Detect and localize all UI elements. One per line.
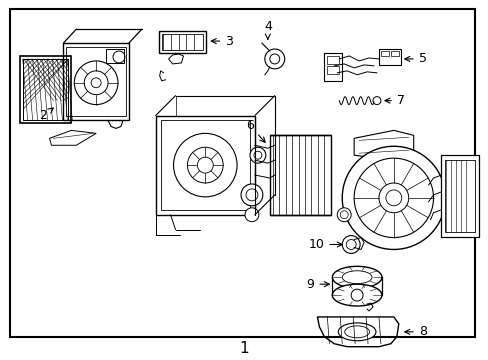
Bar bbox=[106, 49, 123, 63]
Bar bbox=[378, 49, 400, 65]
Bar bbox=[324, 53, 342, 81]
Bar bbox=[445, 160, 474, 231]
Circle shape bbox=[173, 133, 237, 197]
Ellipse shape bbox=[332, 284, 381, 306]
Ellipse shape bbox=[332, 266, 381, 288]
Text: 7: 7 bbox=[384, 94, 404, 107]
Text: 6: 6 bbox=[245, 119, 264, 142]
Ellipse shape bbox=[338, 323, 375, 341]
Text: 2: 2 bbox=[40, 108, 53, 122]
Text: 10: 10 bbox=[308, 238, 342, 251]
Bar bbox=[20, 56, 71, 123]
Circle shape bbox=[342, 235, 359, 253]
Circle shape bbox=[241, 184, 263, 206]
Bar bbox=[63, 43, 129, 121]
Bar bbox=[326, 56, 339, 64]
Circle shape bbox=[264, 49, 284, 69]
Text: 1: 1 bbox=[239, 341, 248, 356]
Bar bbox=[22, 59, 68, 121]
Bar bbox=[155, 116, 254, 215]
Circle shape bbox=[378, 183, 408, 213]
Bar bbox=[66, 47, 126, 117]
Circle shape bbox=[249, 147, 265, 163]
Bar bbox=[158, 31, 206, 53]
Text: 4: 4 bbox=[264, 20, 271, 39]
Bar bbox=[441, 155, 478, 237]
Bar bbox=[380, 51, 388, 56]
Bar bbox=[161, 121, 249, 210]
Circle shape bbox=[342, 146, 445, 249]
Circle shape bbox=[244, 208, 258, 222]
Text: 5: 5 bbox=[404, 53, 426, 66]
Bar bbox=[162, 34, 203, 50]
Bar bbox=[269, 135, 331, 215]
Bar bbox=[390, 51, 398, 56]
Bar bbox=[326, 66, 339, 74]
Circle shape bbox=[372, 96, 380, 105]
Circle shape bbox=[350, 289, 362, 301]
Text: 9: 9 bbox=[306, 278, 328, 291]
Circle shape bbox=[337, 208, 350, 222]
Text: 3: 3 bbox=[211, 35, 233, 48]
Text: 8: 8 bbox=[404, 325, 426, 338]
